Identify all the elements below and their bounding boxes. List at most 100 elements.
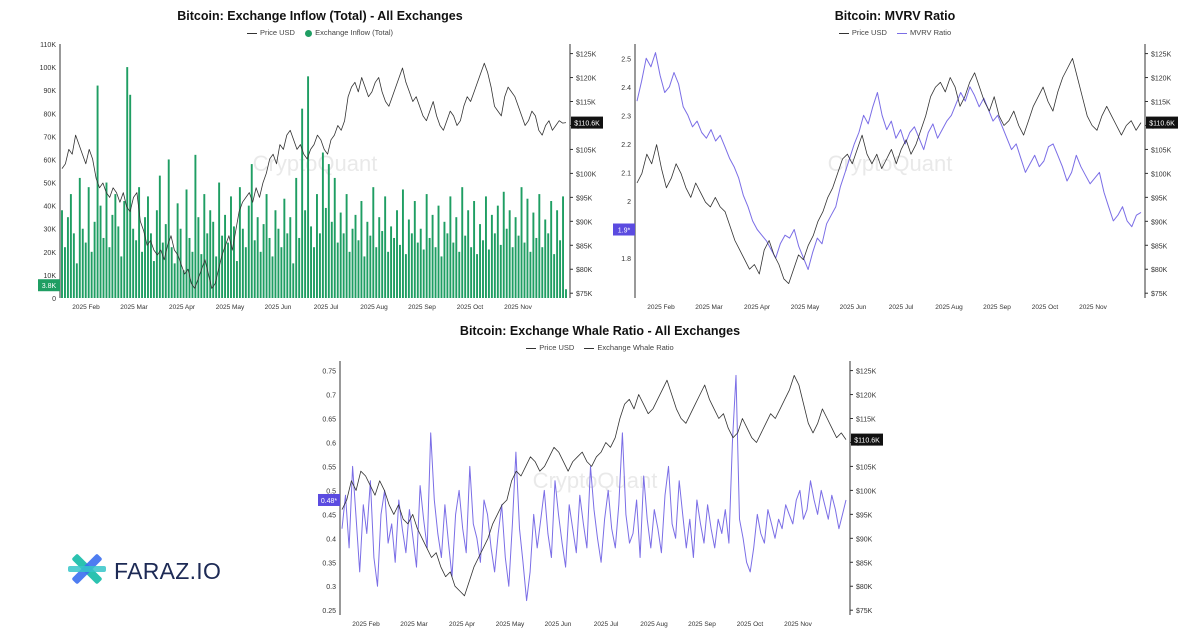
left-tick-label: 30K: [44, 227, 57, 234]
inflow-bar: [467, 210, 470, 298]
inflow-bar: [369, 235, 372, 298]
left-tick-label: 2.3: [621, 113, 631, 120]
inflow-bar: [372, 187, 375, 298]
inflow-bar: [224, 214, 227, 298]
x-tick-label: 2025 Nov: [1079, 304, 1108, 311]
x-tick-label: 2025 Jul: [314, 304, 339, 311]
x-tick-label: 2025 Feb: [352, 621, 380, 628]
legend-inflow[interactable]: Exchange Inflow (Total): [305, 28, 393, 37]
inflow-bar: [87, 187, 90, 298]
right-tick-label: $100K: [1151, 171, 1172, 178]
inflow-bar: [126, 67, 129, 298]
inflow-chart-legend: Price USD Exchange Inflow (Total): [30, 28, 610, 37]
inflow-bar: [108, 247, 111, 298]
right-tick-label: $95K: [1151, 195, 1168, 202]
right-tick-label: $125K: [856, 369, 877, 376]
inflow-bar: [280, 247, 283, 298]
right-tick-label: $95K: [576, 195, 593, 202]
left-tick-label: 60K: [44, 157, 57, 164]
inflow-bar: [253, 240, 256, 298]
inflow-bar: [396, 210, 398, 298]
inflow-bar: [241, 228, 244, 298]
inflow-bar: [149, 233, 152, 298]
inflow-bar: [200, 254, 203, 298]
metric-line: [636, 52, 1142, 270]
inflow-bar: [286, 233, 289, 298]
left-tick-label: 0.5: [326, 488, 336, 495]
inflow-bar: [550, 201, 553, 298]
current-price-badge: [571, 116, 603, 129]
inflow-bar: [363, 256, 366, 298]
inflow-bar: [336, 242, 339, 298]
inflow-bar: [508, 210, 511, 298]
legend-whale[interactable]: Exchange Whale Ratio: [584, 343, 674, 352]
left-tick-label: 2.4: [621, 85, 631, 92]
watermark-text: CryptoQuant: [253, 151, 378, 176]
left-tick-label: 110K: [40, 42, 56, 49]
inflow-bar: [206, 233, 209, 298]
x-tick-label: 2025 Mar: [695, 304, 723, 311]
left-tick-label: 40K: [44, 204, 57, 211]
inflow-bar: [66, 217, 69, 298]
inflow-bar: [348, 251, 351, 298]
right-tick-label: $105K: [856, 464, 877, 471]
left-tick-label: 80K: [44, 111, 57, 118]
inflow-bar: [161, 242, 164, 298]
inflow-bar: [416, 242, 419, 298]
left-tick-label: 0.75: [322, 369, 336, 376]
price-usd-line: [61, 62, 567, 289]
inflow-bar: [446, 233, 449, 298]
inflow-bar: [188, 237, 191, 298]
mvrv-chart-panel: Bitcoin: MVRV Ratio Price USD MVRV Ratio…: [605, 6, 1185, 316]
whale-chart-svg: CryptoQuant 0.25 0.3 0.35 0.4 0.45 0.5 0.55 0.6 0…: [318, 361, 883, 628]
left-tick-label: 0: [52, 296, 56, 303]
inflow-bar: [81, 228, 84, 298]
x-tick-label: 2025 Feb: [647, 304, 675, 311]
inflow-bar: [90, 251, 93, 298]
mvrv-chart-svg: CryptoQuant1.81.922.12.22.32.42.5$75K$80…: [613, 44, 1178, 311]
left-tick-label: 2.1: [621, 170, 631, 177]
x-tick-label: 2025 Sep: [688, 621, 716, 628]
legend-mvrv[interactable]: MVRV Ratio: [896, 28, 951, 37]
inflow-bar: [69, 194, 72, 298]
legend-price[interactable]: Price USD: [246, 28, 295, 37]
inflow-chart-title: Bitcoin: Exchange Inflow (Total) - All E…: [177, 9, 463, 23]
inflow-bar: [514, 217, 517, 298]
inflow-bar: [479, 224, 481, 298]
inflow-bar: [401, 189, 404, 298]
inflow-bar: [218, 182, 221, 298]
inflow-bar: [265, 194, 268, 298]
inflow-bar: [378, 217, 381, 298]
inflow-bar: [484, 196, 487, 298]
inflow-bar: [147, 196, 149, 298]
inflow-bar: [360, 201, 363, 298]
x-tick-label: 2025 Apr: [744, 304, 771, 311]
inflow-bar: [230, 196, 232, 298]
inflow-bar: [268, 237, 271, 298]
faraz-logo: FARAZ.IO: [66, 548, 236, 592]
inflow-chart-panel: Bitcoin: Exchange Inflow (Total) - All E…: [30, 6, 610, 316]
legend-price[interactable]: Price USD: [526, 343, 574, 352]
inflow-bar: [176, 203, 179, 298]
legend-price[interactable]: Price USD: [838, 28, 887, 37]
inflow-bar: [197, 217, 200, 298]
left-tick-label: 100K: [40, 65, 57, 72]
inflow-bar: [544, 219, 547, 298]
inflow-bar: [144, 217, 146, 298]
current-metric-badge: [318, 493, 340, 506]
inflow-bar: [250, 164, 253, 298]
right-tick-label: $85K: [856, 560, 873, 567]
right-tick-label: $100K: [576, 171, 597, 178]
right-tick-label: $125K: [576, 52, 597, 59]
inflow-bar: [547, 233, 550, 298]
x-tick-label: 2025 Apr: [169, 304, 196, 311]
inflow-bar: [428, 237, 431, 298]
inflow-bar: [523, 242, 526, 298]
x-tick-label: 2025 Jun: [840, 304, 867, 311]
inflow-bar: [431, 214, 434, 298]
inflow-bar: [120, 256, 123, 298]
inflow-bar: [565, 289, 567, 298]
right-tick-label: $85K: [1151, 243, 1168, 250]
right-tick-label: $80K: [576, 267, 593, 274]
inflow-bar: [295, 177, 298, 298]
